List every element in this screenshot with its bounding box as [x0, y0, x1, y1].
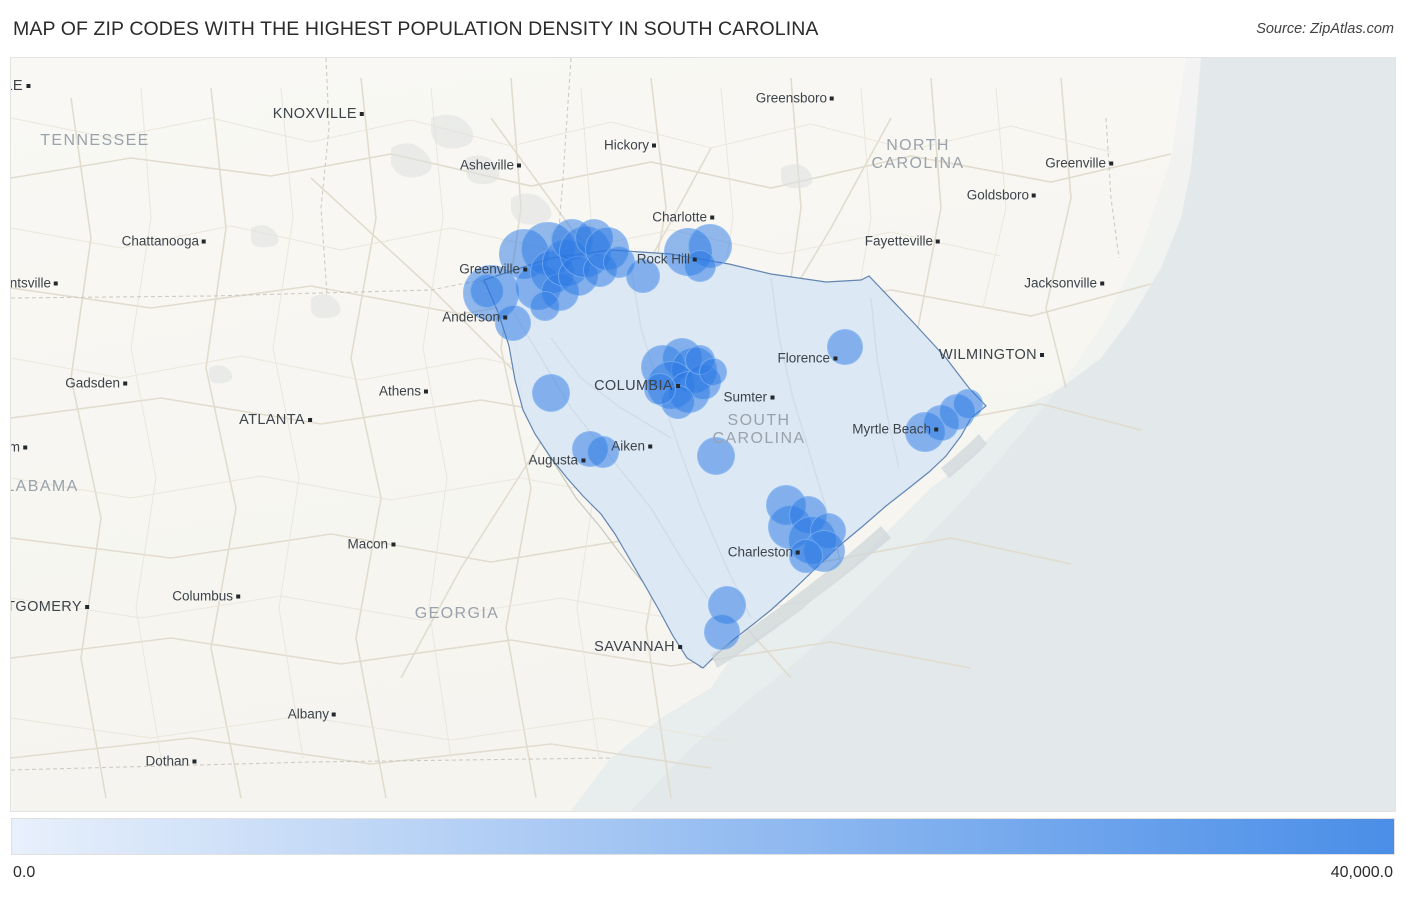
data-bubble[interactable] [644, 373, 676, 405]
data-bubble[interactable] [697, 437, 735, 475]
data-bubble[interactable] [530, 291, 560, 321]
data-bubble[interactable] [699, 358, 727, 386]
data-bubble[interactable] [470, 274, 504, 308]
data-bubble[interactable] [684, 250, 716, 282]
basemap-layer [11, 58, 1395, 811]
data-bubble[interactable] [704, 614, 740, 650]
data-bubble[interactable] [953, 389, 983, 419]
legend-min-label: 0.0 [13, 864, 36, 881]
legend-max-label: 40,000.0 [1330, 864, 1393, 881]
page-header: MAP OF ZIP CODES WITH THE HIGHEST POPULA… [0, 0, 1406, 57]
legend-gradient [12, 819, 1394, 854]
page-title: MAP OF ZIP CODES WITH THE HIGHEST POPULA… [13, 18, 819, 40]
data-bubble[interactable] [532, 374, 570, 412]
source-attribution: Source: ZipAtlas.com [1256, 21, 1394, 37]
map-panel[interactable]: LEKNOXVILLEGreensboroHickoryAshevilleGre… [10, 57, 1396, 812]
data-bubble[interactable] [626, 259, 660, 293]
map-canvas[interactable]: LEKNOXVILLEGreensboroHickoryAshevilleGre… [11, 58, 1395, 811]
legend-gradient-bar [11, 818, 1395, 855]
data-bubble[interactable] [587, 436, 619, 468]
data-bubble[interactable] [495, 305, 531, 341]
data-bubble[interactable] [789, 539, 823, 573]
data-bubble[interactable] [827, 329, 863, 365]
